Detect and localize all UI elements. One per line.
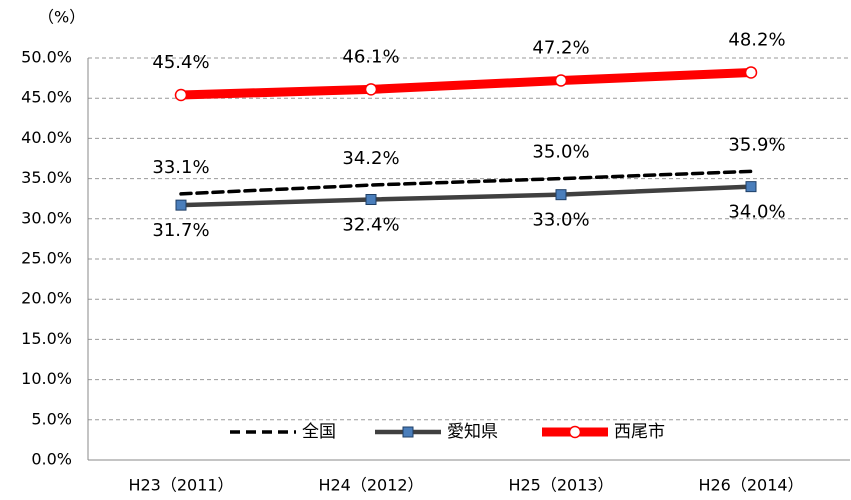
marker: [744, 66, 758, 79]
y-tick-label: 25.0%: [21, 249, 72, 268]
y-tick-label: 30.0%: [21, 208, 72, 227]
marker: [745, 181, 757, 193]
data-label: 48.2%: [728, 29, 785, 50]
y-tick-label: 40.0%: [21, 128, 72, 147]
data-label: 46.1%: [342, 46, 399, 67]
data-label: 47.2%: [532, 38, 589, 59]
marker: [568, 425, 582, 439]
y-axis-label: （%）: [38, 8, 85, 27]
series-line: [178, 184, 754, 208]
data-label: 35.9%: [728, 134, 785, 155]
legend-label: 西尾市: [614, 422, 665, 442]
y-tick-label: 10.0%: [21, 369, 72, 388]
data-label: 34.0%: [728, 202, 785, 223]
data-label: 35.0%: [532, 142, 589, 163]
x-tick-label: H25（2013）: [508, 476, 613, 495]
marker: [364, 83, 378, 96]
x-tick-label: H24（2012）: [318, 476, 423, 495]
marker: [175, 199, 187, 211]
legend-label: 愛知県: [447, 422, 498, 442]
legend-label: 全国: [302, 422, 336, 442]
marker: [555, 189, 567, 201]
x-tick-label: H23（2011）: [128, 476, 233, 495]
marker: [554, 74, 568, 87]
y-tick-label: 45.0%: [21, 88, 72, 107]
marker: [402, 426, 414, 438]
series-line: [176, 67, 756, 100]
y-tick-label: 0.0%: [31, 450, 72, 469]
y-tick-label: 5.0%: [31, 409, 72, 428]
data-label: 33.1%: [152, 157, 209, 178]
data-label: 34.2%: [342, 148, 399, 169]
series-line: [179, 169, 753, 196]
data-label: 31.7%: [152, 220, 209, 241]
y-tick-label: 20.0%: [21, 289, 72, 308]
y-tick-label: 15.0%: [21, 329, 72, 348]
data-label: 32.4%: [342, 215, 399, 236]
data-label: 33.0%: [532, 210, 589, 231]
marker: [174, 88, 188, 102]
x-tick-label: H26（2014）: [698, 476, 803, 495]
y-tick-label: 35.0%: [21, 168, 72, 187]
marker: [365, 194, 377, 206]
y-tick-label: 50.0%: [21, 48, 72, 67]
data-label: 45.4%: [152, 52, 209, 73]
